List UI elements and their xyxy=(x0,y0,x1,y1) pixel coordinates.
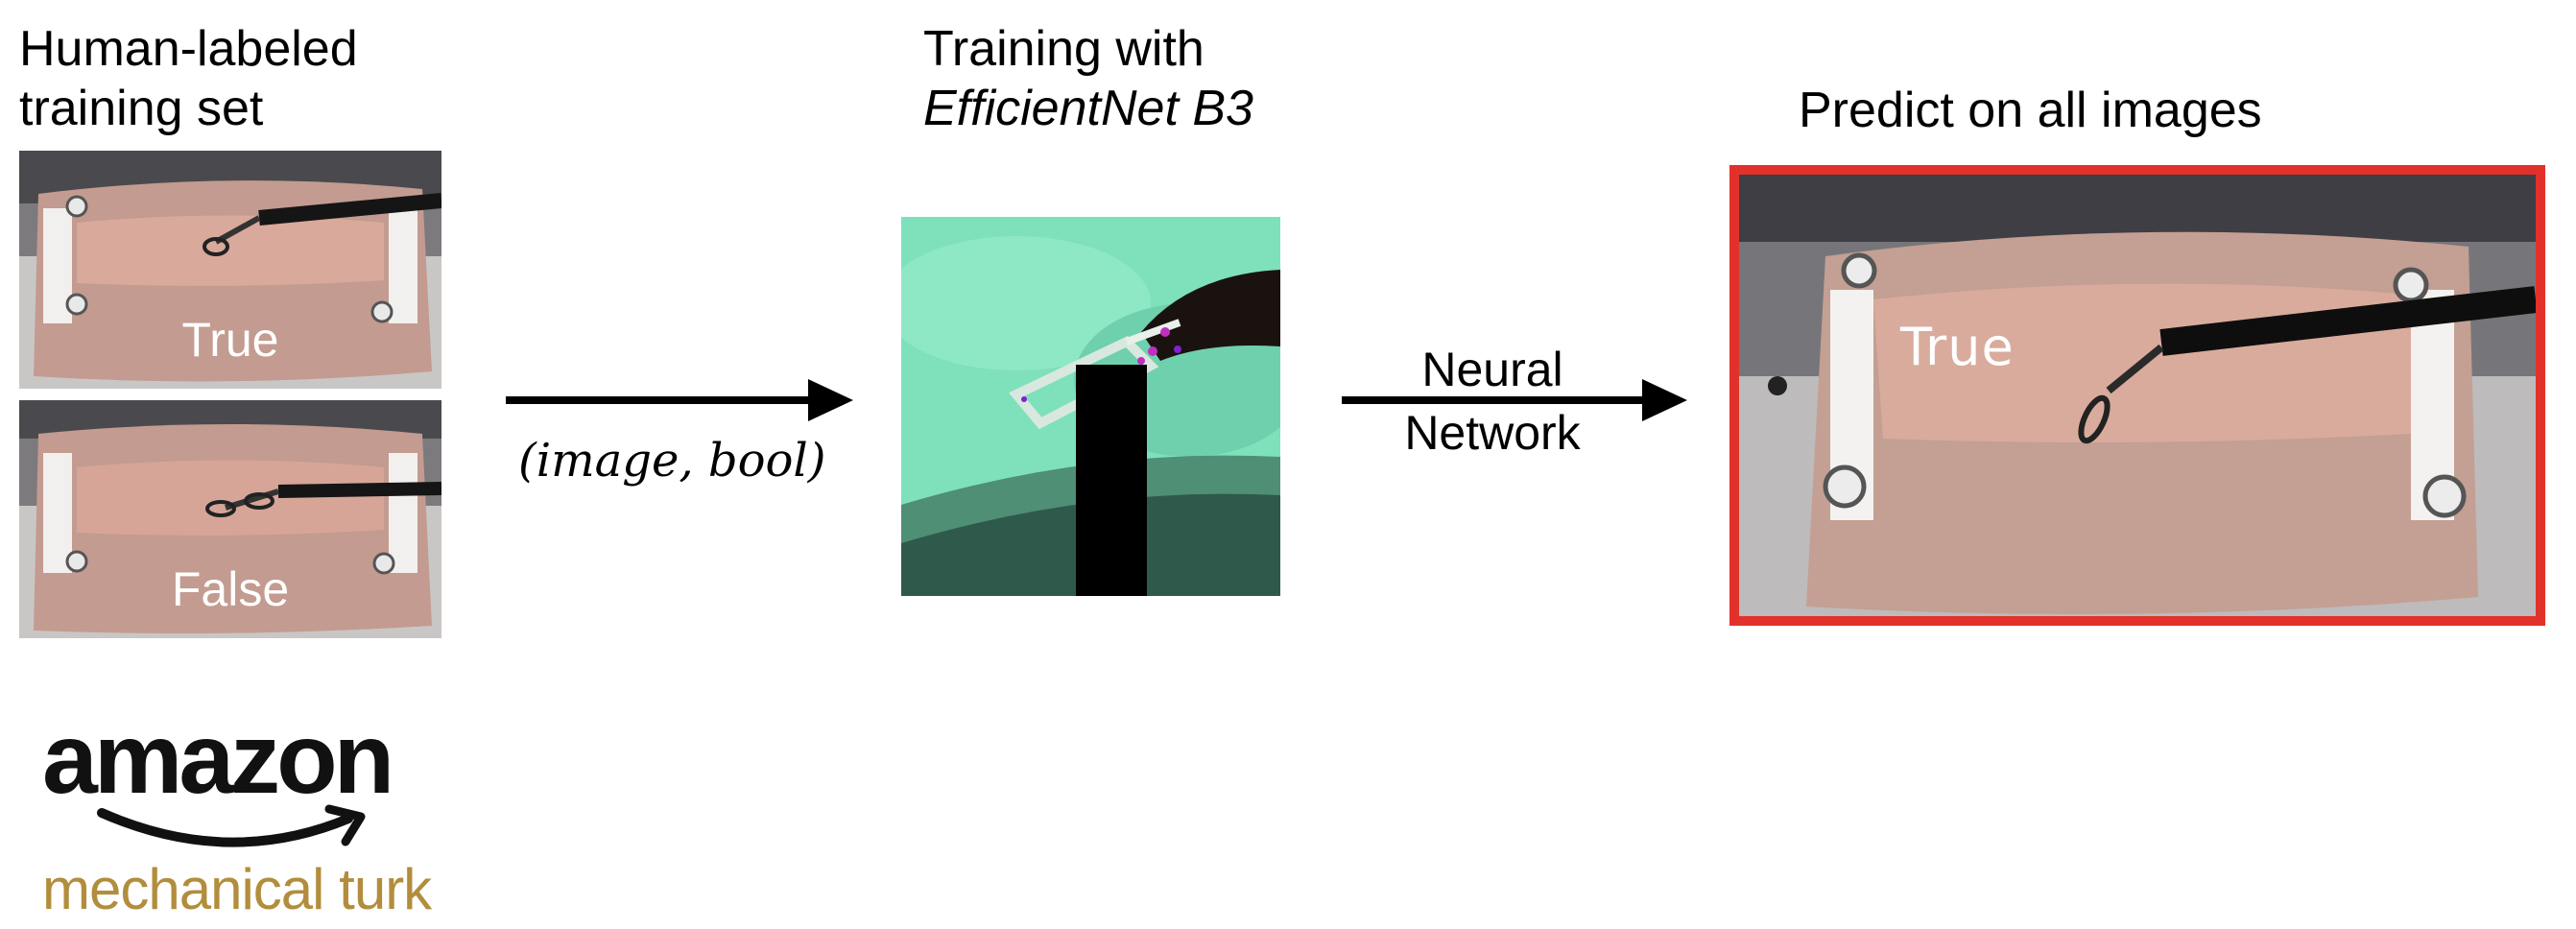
training-title: Training with EfficientNet B3 xyxy=(923,19,1253,138)
sample-label-false: False xyxy=(171,562,290,616)
neural-network-line2: Network xyxy=(1404,406,1581,460)
logo-subtitle: mechanical turk xyxy=(42,857,432,921)
prediction-image-frame: True xyxy=(1729,165,2545,626)
arrow-right-icon xyxy=(506,379,853,421)
training-title-model: EfficientNet B3 xyxy=(923,81,1253,136)
sample-image-false: False xyxy=(19,400,441,638)
training-title-line1: Training with xyxy=(923,21,1205,77)
amazon-mechanical-turk-logo: amazon mechanical turk xyxy=(38,703,441,921)
logo-wordmark: amazon xyxy=(42,703,394,815)
sample-label-true: True xyxy=(181,313,279,367)
arrow-right-icon xyxy=(1342,379,1687,421)
prediction-label: True xyxy=(1900,317,2015,377)
augmented-training-image xyxy=(901,217,1280,596)
training-set-title-line2: training set xyxy=(19,81,264,136)
training-set-title-line1: Human-labeled xyxy=(19,21,358,77)
arrow-label-neural-network: Neural Network xyxy=(1372,338,1612,464)
sample-image-true: True xyxy=(19,151,441,389)
predict-title: Predict on all images xyxy=(1799,83,2262,138)
amazon-smile-icon xyxy=(97,804,366,847)
training-set-title: Human-labeled training set xyxy=(19,19,358,138)
arrow-label-image-bool: (image, bool) xyxy=(518,434,826,488)
neural-network-line1: Neural xyxy=(1421,343,1563,396)
